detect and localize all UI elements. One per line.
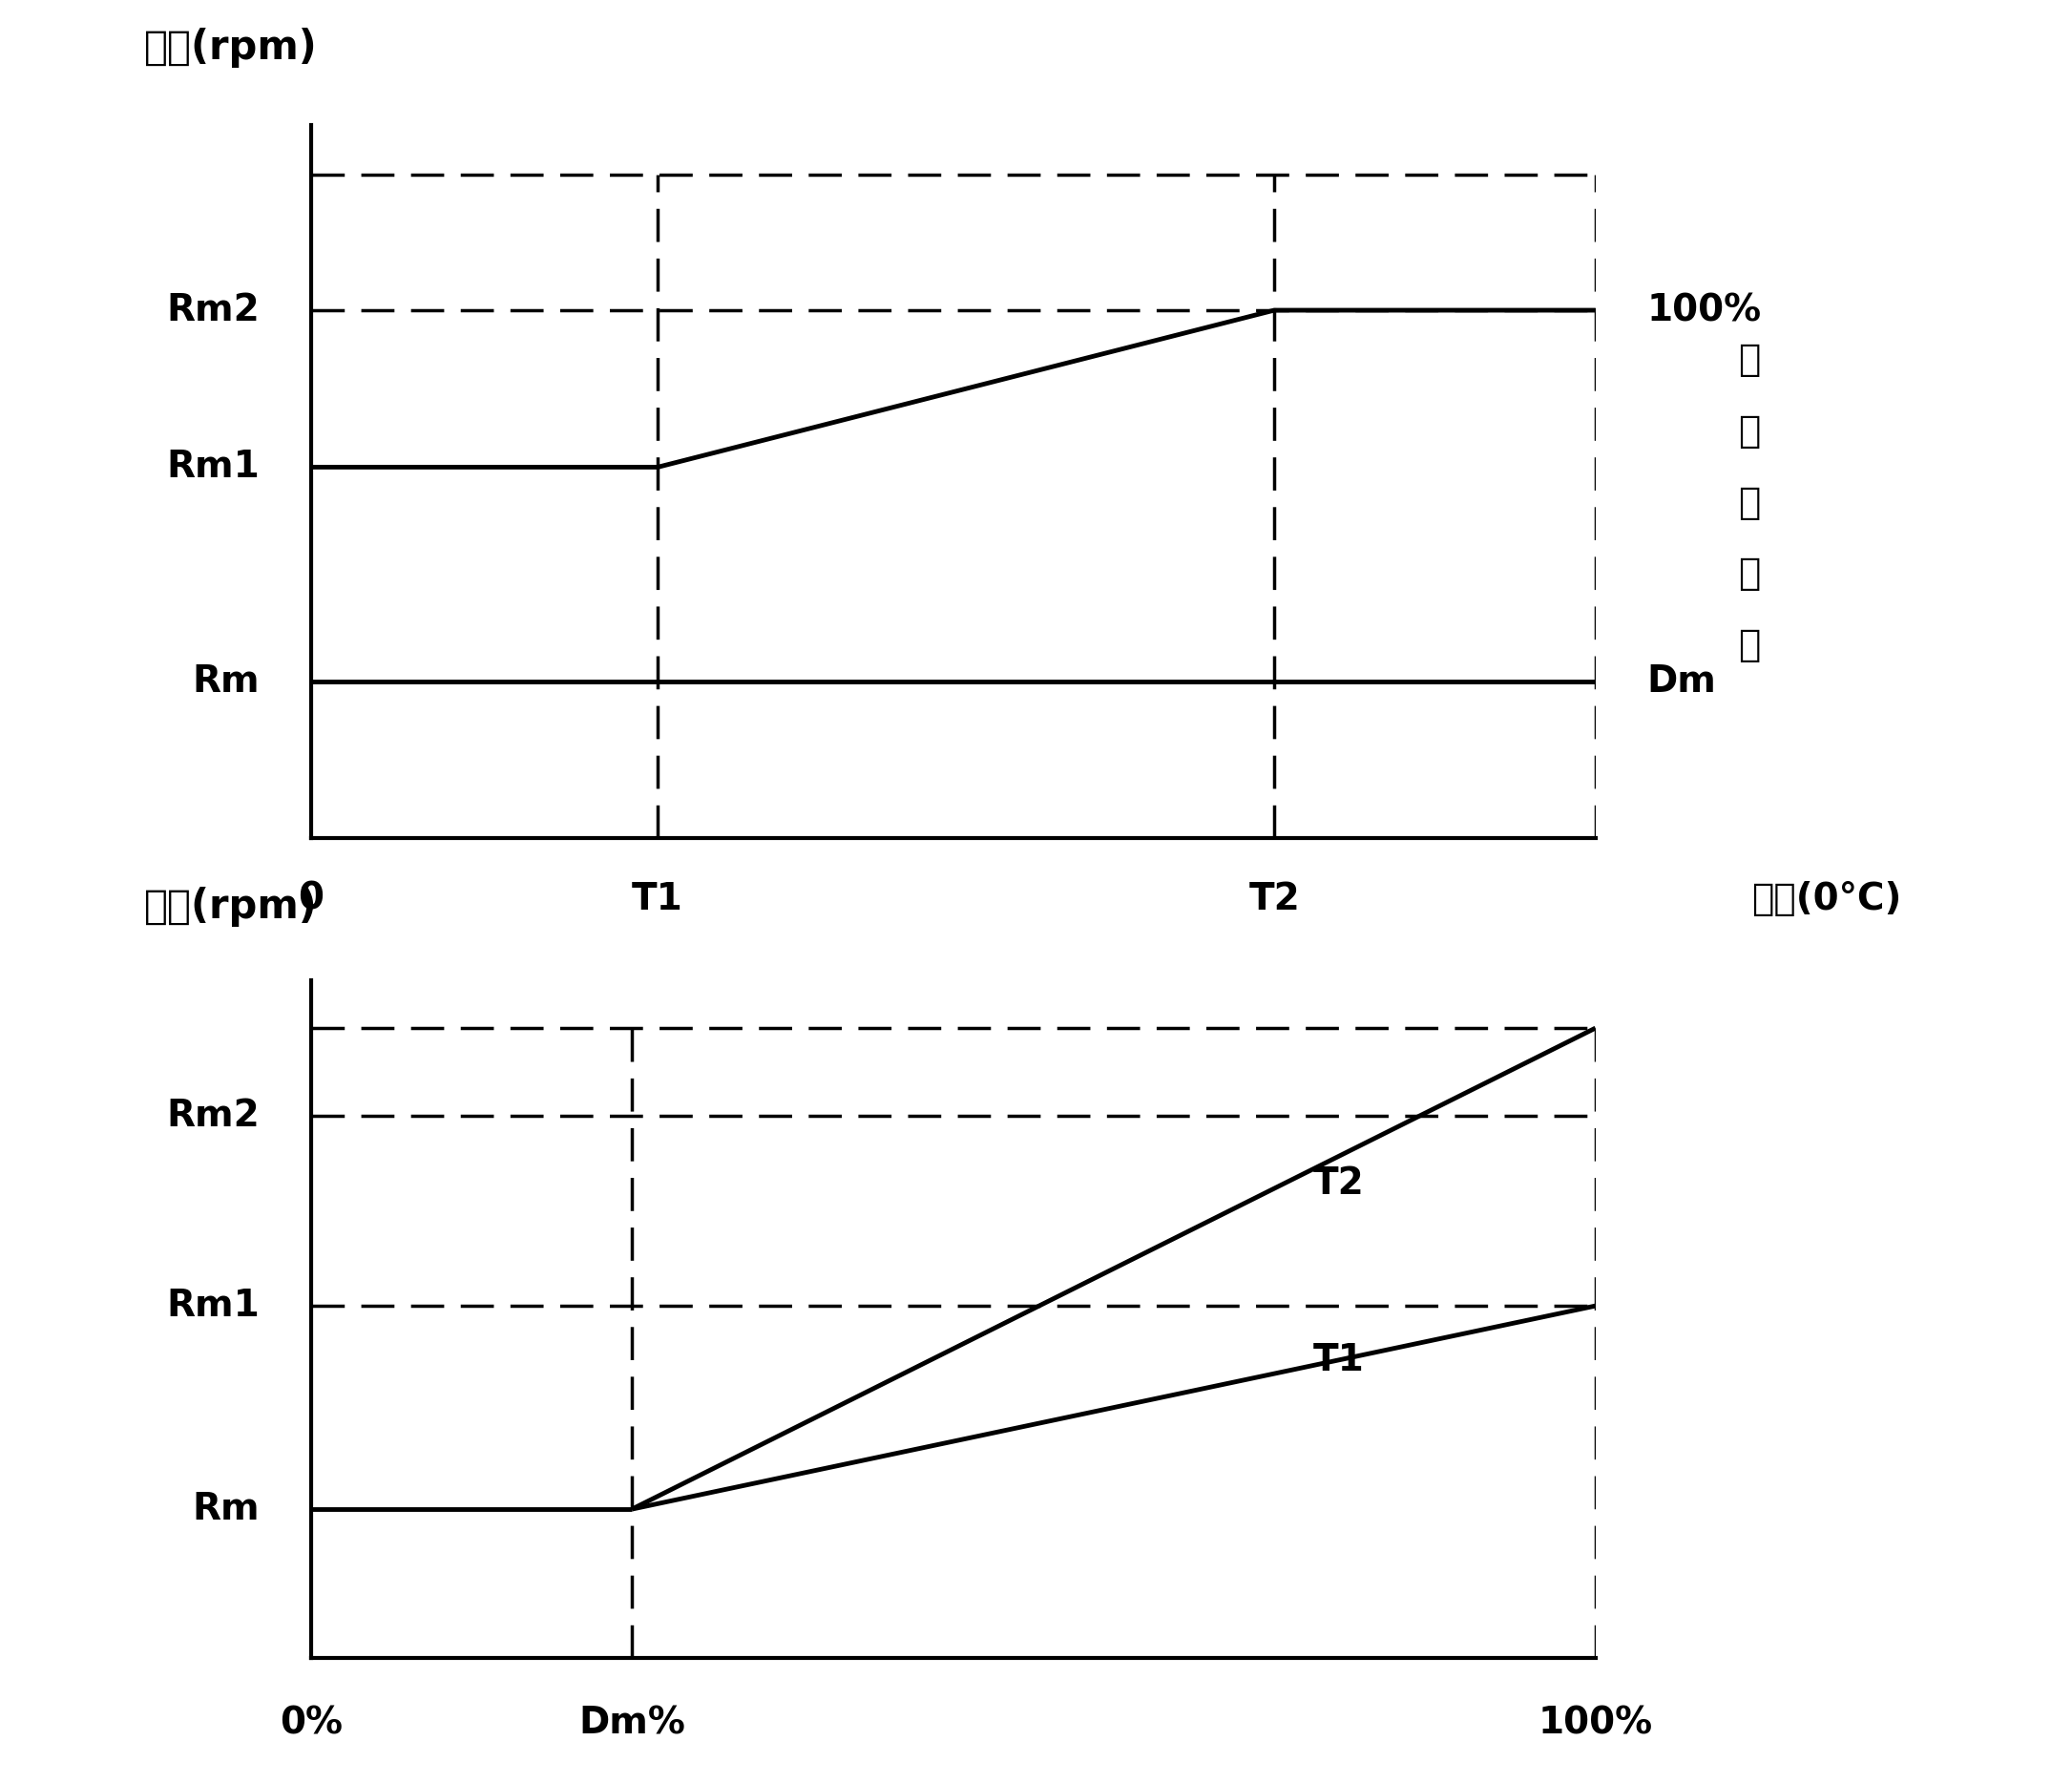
Text: 转速(rpm): 转速(rpm)	[143, 886, 317, 927]
Text: Dm%: Dm%	[578, 1706, 686, 1742]
Text: T2: T2	[1249, 881, 1299, 916]
Text: 入: 入	[1738, 414, 1761, 449]
Text: Rm: Rm	[193, 663, 259, 699]
Text: Rm2: Rm2	[166, 292, 259, 328]
Text: Rm1: Rm1	[166, 449, 259, 485]
Text: 占: 占	[1738, 485, 1761, 521]
Text: 100%: 100%	[1647, 292, 1761, 328]
Text: 温度(0°C): 温度(0°C)	[1751, 881, 1902, 916]
Text: Dm: Dm	[1647, 663, 1716, 699]
Text: 100%: 100%	[1537, 1706, 1653, 1742]
Text: 转速(rpm): 转速(rpm)	[143, 29, 317, 68]
Text: T1: T1	[632, 881, 684, 916]
Text: 空: 空	[1738, 556, 1761, 592]
Text: Rm1: Rm1	[166, 1287, 259, 1325]
Text: 输: 输	[1738, 342, 1761, 378]
Text: Rm2: Rm2	[166, 1098, 259, 1134]
Text: 0: 0	[298, 881, 323, 916]
Text: T2: T2	[1314, 1166, 1363, 1202]
Text: 比: 比	[1738, 628, 1761, 663]
Text: Rm: Rm	[193, 1491, 259, 1528]
Text: T1: T1	[1314, 1343, 1363, 1378]
Text: 输入占空比: 输入占空比	[893, 1779, 1013, 1783]
Text: 0%: 0%	[280, 1706, 342, 1742]
